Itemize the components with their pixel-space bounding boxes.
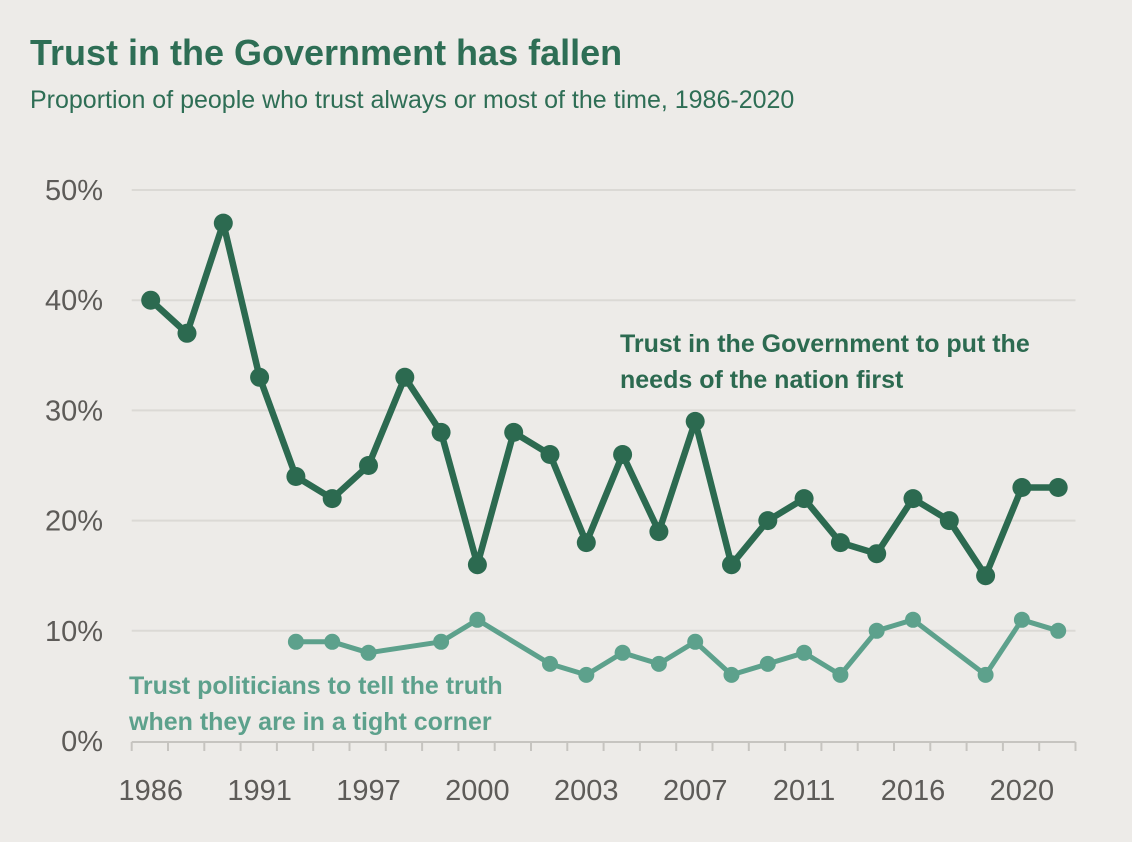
politicians-truth-point (832, 666, 849, 683)
politicians-truth-point (723, 666, 740, 683)
politicians-truth-point (614, 644, 631, 661)
x-tick-label: 2016 (881, 775, 946, 807)
government-trust-point (395, 367, 415, 387)
y-tick-label: 10% (45, 616, 103, 648)
government-trust-point (286, 467, 306, 486)
government-trust-point (613, 445, 633, 464)
politicians-truth-point (905, 611, 921, 628)
politicians-truth-point (977, 666, 994, 683)
government-trust-point (830, 533, 850, 553)
government-trust-point (467, 555, 487, 575)
government-trust-point (177, 323, 197, 343)
government-trust-point (213, 213, 233, 233)
annotation-line: needs of the nation first (620, 366, 904, 394)
page-title: Trust in the Government has fallen (30, 32, 623, 73)
government-trust-point (794, 489, 814, 509)
x-tick-label: 1991 (227, 775, 292, 807)
government-trust-point (722, 555, 741, 575)
government-trust-point (540, 445, 560, 464)
y-tick-label: 30% (45, 395, 103, 427)
politicians-truth-point (650, 655, 667, 672)
annotation-line: when they are in a tight corner (129, 708, 492, 736)
politicians-truth-point (542, 655, 558, 672)
government-trust-point (359, 456, 378, 475)
government-trust-point (903, 489, 923, 509)
y-tick-label: 0% (61, 726, 103, 758)
government-trust-point (431, 422, 451, 442)
government-trust-point (576, 533, 596, 553)
government-trust-point (322, 489, 342, 509)
x-tick-label: 1986 (118, 775, 183, 807)
x-tick-label: 2003 (554, 775, 619, 807)
government-trust-point (250, 367, 270, 387)
x-tick-label: 2007 (663, 775, 728, 807)
chart-subtitle: Proportion of people who trust always or… (30, 86, 795, 114)
politicians-truth-series-label: Trust politicians to tell the truth when… (129, 668, 503, 740)
politicians-truth-point (796, 644, 813, 661)
government-trust-point (939, 511, 959, 531)
y-tick-label: 40% (45, 285, 103, 317)
government-trust-point (976, 566, 996, 586)
x-tick-label: 2011 (773, 775, 835, 807)
government-trust-point (1048, 478, 1068, 497)
government-trust-series-label: Trust in the Government to put the needs… (620, 326, 1030, 398)
government-trust-line (147, 219, 1062, 579)
politicians-truth-point (433, 633, 450, 650)
y-tick-label: 20% (45, 506, 103, 538)
politicians-truth-point (360, 644, 377, 661)
politicians-truth-line (293, 617, 1061, 678)
government-trust-point (1012, 478, 1032, 497)
politicians-truth-point (759, 655, 776, 672)
x-tick-label: 1997 (336, 775, 401, 807)
government-trust-point (649, 522, 669, 542)
politicians-truth-point (1013, 611, 1030, 628)
government-trust-point (867, 544, 887, 564)
politicians-truth-point (469, 611, 486, 628)
politicians-truth-point (324, 633, 341, 650)
politicians-truth-point (287, 633, 304, 650)
politicians-truth-point (1050, 622, 1067, 639)
government-trust-point (685, 411, 705, 431)
annotation-line: Trust politicians to tell the truth (129, 672, 503, 700)
x-tick-label: 2000 (445, 775, 510, 807)
government-trust-point (758, 511, 778, 531)
government-trust-point (504, 422, 524, 442)
y-tick-label: 50% (45, 175, 103, 207)
government-trust-point (141, 290, 161, 310)
politicians-truth-point (868, 622, 885, 639)
politicians-truth-point (578, 666, 595, 683)
politicians-truth-point (687, 633, 704, 650)
x-tick-label: 2020 (990, 775, 1055, 807)
annotation-line: Trust in the Government to put the (620, 330, 1030, 358)
